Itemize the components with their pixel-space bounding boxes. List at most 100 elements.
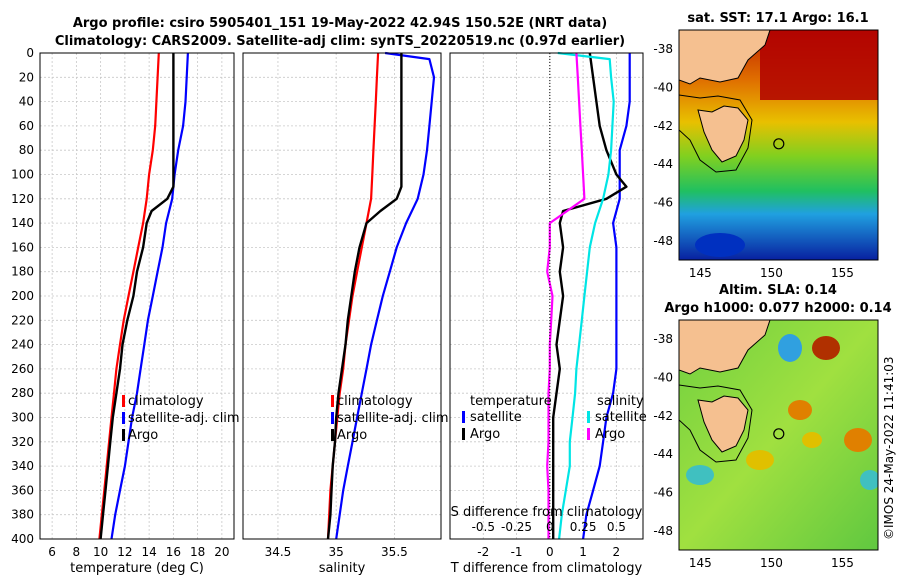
x-axis-label: T difference from climatology bbox=[450, 561, 643, 576]
x-tick-label: 14 bbox=[141, 545, 156, 559]
x-axis-label: temperature (deg C) bbox=[70, 561, 204, 576]
map-x-tick-label: 155 bbox=[831, 556, 854, 570]
y-tick-label: 140 bbox=[11, 216, 34, 230]
s-tick-label: 0.5 bbox=[607, 520, 626, 534]
chart-title-line2: Climatology: CARS2009. Satellite-adj cli… bbox=[55, 34, 625, 49]
x-tick-label: 35 bbox=[329, 545, 344, 559]
legend-label: Argo bbox=[128, 428, 158, 443]
legend-label: satellite-adj. clim bbox=[128, 411, 240, 426]
y-tick-label: 380 bbox=[11, 508, 34, 522]
map-y-tick-label: -46 bbox=[653, 196, 673, 210]
x-tick-label: 0 bbox=[546, 545, 554, 559]
sst-map-frame bbox=[678, 29, 879, 261]
sst-map bbox=[678, 29, 879, 261]
sla-tasmania bbox=[697, 395, 749, 453]
legend-swatch bbox=[331, 412, 334, 424]
legend-title-temperature: temperature bbox=[470, 394, 552, 409]
sla-mainland bbox=[679, 320, 771, 375]
sla-map-frame bbox=[678, 319, 879, 551]
sla-eddy-low3 bbox=[860, 470, 878, 490]
y-tick-label: 340 bbox=[11, 459, 34, 473]
sla-map bbox=[678, 319, 879, 551]
x-tick-label: 20 bbox=[214, 545, 229, 559]
sla-map-title1: Altim. SLA: 0.14 bbox=[719, 283, 837, 298]
x-tick-label: 12 bbox=[117, 545, 132, 559]
legend-swatch bbox=[462, 428, 465, 440]
sla-eddy-low2 bbox=[686, 465, 714, 485]
x-tick-label: 16 bbox=[166, 545, 181, 559]
sst-mainland bbox=[679, 30, 771, 85]
y-tick-label: 180 bbox=[11, 265, 34, 279]
y-tick-label: 280 bbox=[11, 386, 34, 400]
x-tick-label: 2 bbox=[613, 545, 621, 559]
series-line-satellite-adj-clim bbox=[335, 51, 436, 540]
sla-eddy-high5 bbox=[844, 428, 872, 452]
map-y-tick-label: -48 bbox=[653, 524, 673, 538]
x-tick-label: 35.5 bbox=[381, 545, 408, 559]
map-x-tick-label: 145 bbox=[689, 556, 712, 570]
legend-label: satellite bbox=[470, 410, 522, 425]
map-y-tick-label: -38 bbox=[653, 332, 673, 346]
x-tick-label: 18 bbox=[190, 545, 205, 559]
series-line-argo bbox=[99, 53, 175, 540]
map-y-tick-label: -42 bbox=[653, 119, 673, 133]
series-line-satellite-adj-clim bbox=[110, 52, 189, 540]
y-tick-label: 400 bbox=[11, 532, 34, 546]
sst-features bbox=[679, 30, 878, 257]
map-axis-labels: 145 150 155 -38 -40 -42 -44 -46 -48 145 150 155 -38 -… bbox=[653, 42, 854, 570]
legend-swatch bbox=[331, 429, 334, 441]
series-line-t-satellite bbox=[582, 53, 631, 540]
legend-label: satellite-adj. clim bbox=[337, 411, 449, 426]
map-y-tick-label: -38 bbox=[653, 42, 673, 56]
x-tick-label: 1 bbox=[579, 545, 587, 559]
sla-eddy-high2 bbox=[788, 400, 812, 420]
x-tick-label: -2 bbox=[477, 545, 489, 559]
sla-eddy-high4 bbox=[802, 432, 822, 448]
difference-panel: -2 -1 0 1 2 T difference from climatology -0.5… bbox=[449, 51, 647, 576]
sla-eddy-high1 bbox=[812, 336, 840, 360]
legend-swatch bbox=[587, 428, 590, 440]
y-tick-label: 240 bbox=[11, 338, 34, 352]
s-tick-label: 0 bbox=[546, 520, 554, 534]
y-tick-label: 100 bbox=[11, 168, 34, 182]
map-y-tick-label: -48 bbox=[653, 234, 673, 248]
y-tick-label: 260 bbox=[11, 362, 34, 376]
series-line-s-satellite bbox=[557, 51, 615, 540]
legend-label: Argo bbox=[470, 427, 500, 442]
plot-frame bbox=[449, 52, 644, 540]
x-tick-label: 34.5 bbox=[265, 545, 292, 559]
y-tick-label: 300 bbox=[11, 411, 34, 425]
y-tick-label: 60 bbox=[19, 119, 34, 133]
x-tick-label: 6 bbox=[48, 545, 56, 559]
s-axis-label: S difference from climatology bbox=[451, 505, 643, 520]
map-x-tick-label: 150 bbox=[760, 266, 783, 280]
x-tick-label: -1 bbox=[511, 545, 523, 559]
series-line-s-argo bbox=[546, 52, 586, 539]
legend-label: climatology bbox=[337, 394, 413, 409]
y-tick-label: 320 bbox=[11, 435, 34, 449]
legend-swatch bbox=[122, 429, 125, 441]
sla-eddy-low1 bbox=[778, 334, 802, 362]
legend-swatch bbox=[587, 411, 590, 423]
s-tick-label: 0.25 bbox=[570, 520, 597, 534]
imos-stamp: ©IMOS 24-May-2022 11:41:03 bbox=[882, 356, 896, 540]
x-tick-label: 10 bbox=[93, 545, 108, 559]
legend-swatch bbox=[462, 411, 465, 423]
salinity-panel: 34.5 35 35.5 salinity climatology satellite-a… bbox=[242, 51, 449, 576]
temperature-panel: 6 8 10 12 14 16 18 2002040608010012014016018020… bbox=[11, 46, 240, 576]
map-y-tick-label: -40 bbox=[653, 81, 673, 95]
sla-shelf-contour bbox=[679, 384, 753, 463]
legend-label: Argo bbox=[337, 428, 367, 443]
sst-cold-patch bbox=[695, 233, 745, 257]
s-tick-label: -0.5 bbox=[472, 520, 495, 534]
y-tick-label: 120 bbox=[11, 192, 34, 206]
series-line-argo bbox=[326, 53, 403, 540]
sst-warm-patch bbox=[760, 30, 878, 100]
map-x-tick-label: 145 bbox=[689, 266, 712, 280]
map-x-tick-label: 155 bbox=[831, 266, 854, 280]
legend-label: climatology bbox=[128, 394, 204, 409]
sla-eddy-high3 bbox=[746, 450, 774, 470]
map-y-tick-label: -44 bbox=[653, 157, 673, 171]
y-tick-label: 0 bbox=[26, 46, 34, 60]
